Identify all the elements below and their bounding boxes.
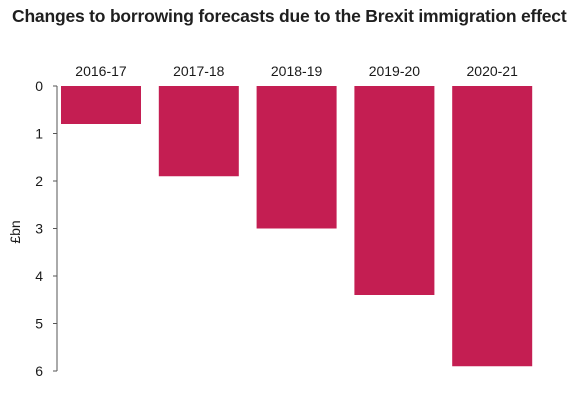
y-tick-label: 3 bbox=[35, 221, 43, 237]
category-label-2017-18: 2017-18 bbox=[173, 63, 225, 79]
category-label-2020-21: 2020-21 bbox=[467, 63, 519, 79]
y-axis-label: £bn bbox=[7, 220, 23, 243]
y-tick-label: 1 bbox=[35, 126, 43, 142]
y-tick-label: 0 bbox=[35, 78, 43, 94]
bars bbox=[61, 86, 533, 367]
category-labels: 2016-17 2017-18 2018-19 2019-20 2020-21 bbox=[75, 63, 518, 79]
bar-2020-21 bbox=[452, 86, 533, 367]
category-label-2016-17: 2016-17 bbox=[75, 63, 127, 79]
bar-2018-19 bbox=[256, 86, 337, 229]
y-axis: 0 1 2 3 4 5 6 bbox=[35, 78, 58, 379]
bar-2019-20 bbox=[354, 86, 435, 295]
y-tick-label: 6 bbox=[35, 363, 43, 379]
y-tick-label: 2 bbox=[35, 173, 43, 189]
category-label-2019-20: 2019-20 bbox=[369, 63, 421, 79]
category-label-2018-19: 2018-19 bbox=[271, 63, 323, 79]
y-tick-label: 4 bbox=[35, 268, 43, 284]
chart-title: Changes to borrowing forecasts due to th… bbox=[12, 6, 567, 26]
bar-2016-17 bbox=[61, 86, 141, 124]
y-tick-label: 5 bbox=[35, 316, 43, 332]
bar-2017-18 bbox=[158, 86, 239, 177]
